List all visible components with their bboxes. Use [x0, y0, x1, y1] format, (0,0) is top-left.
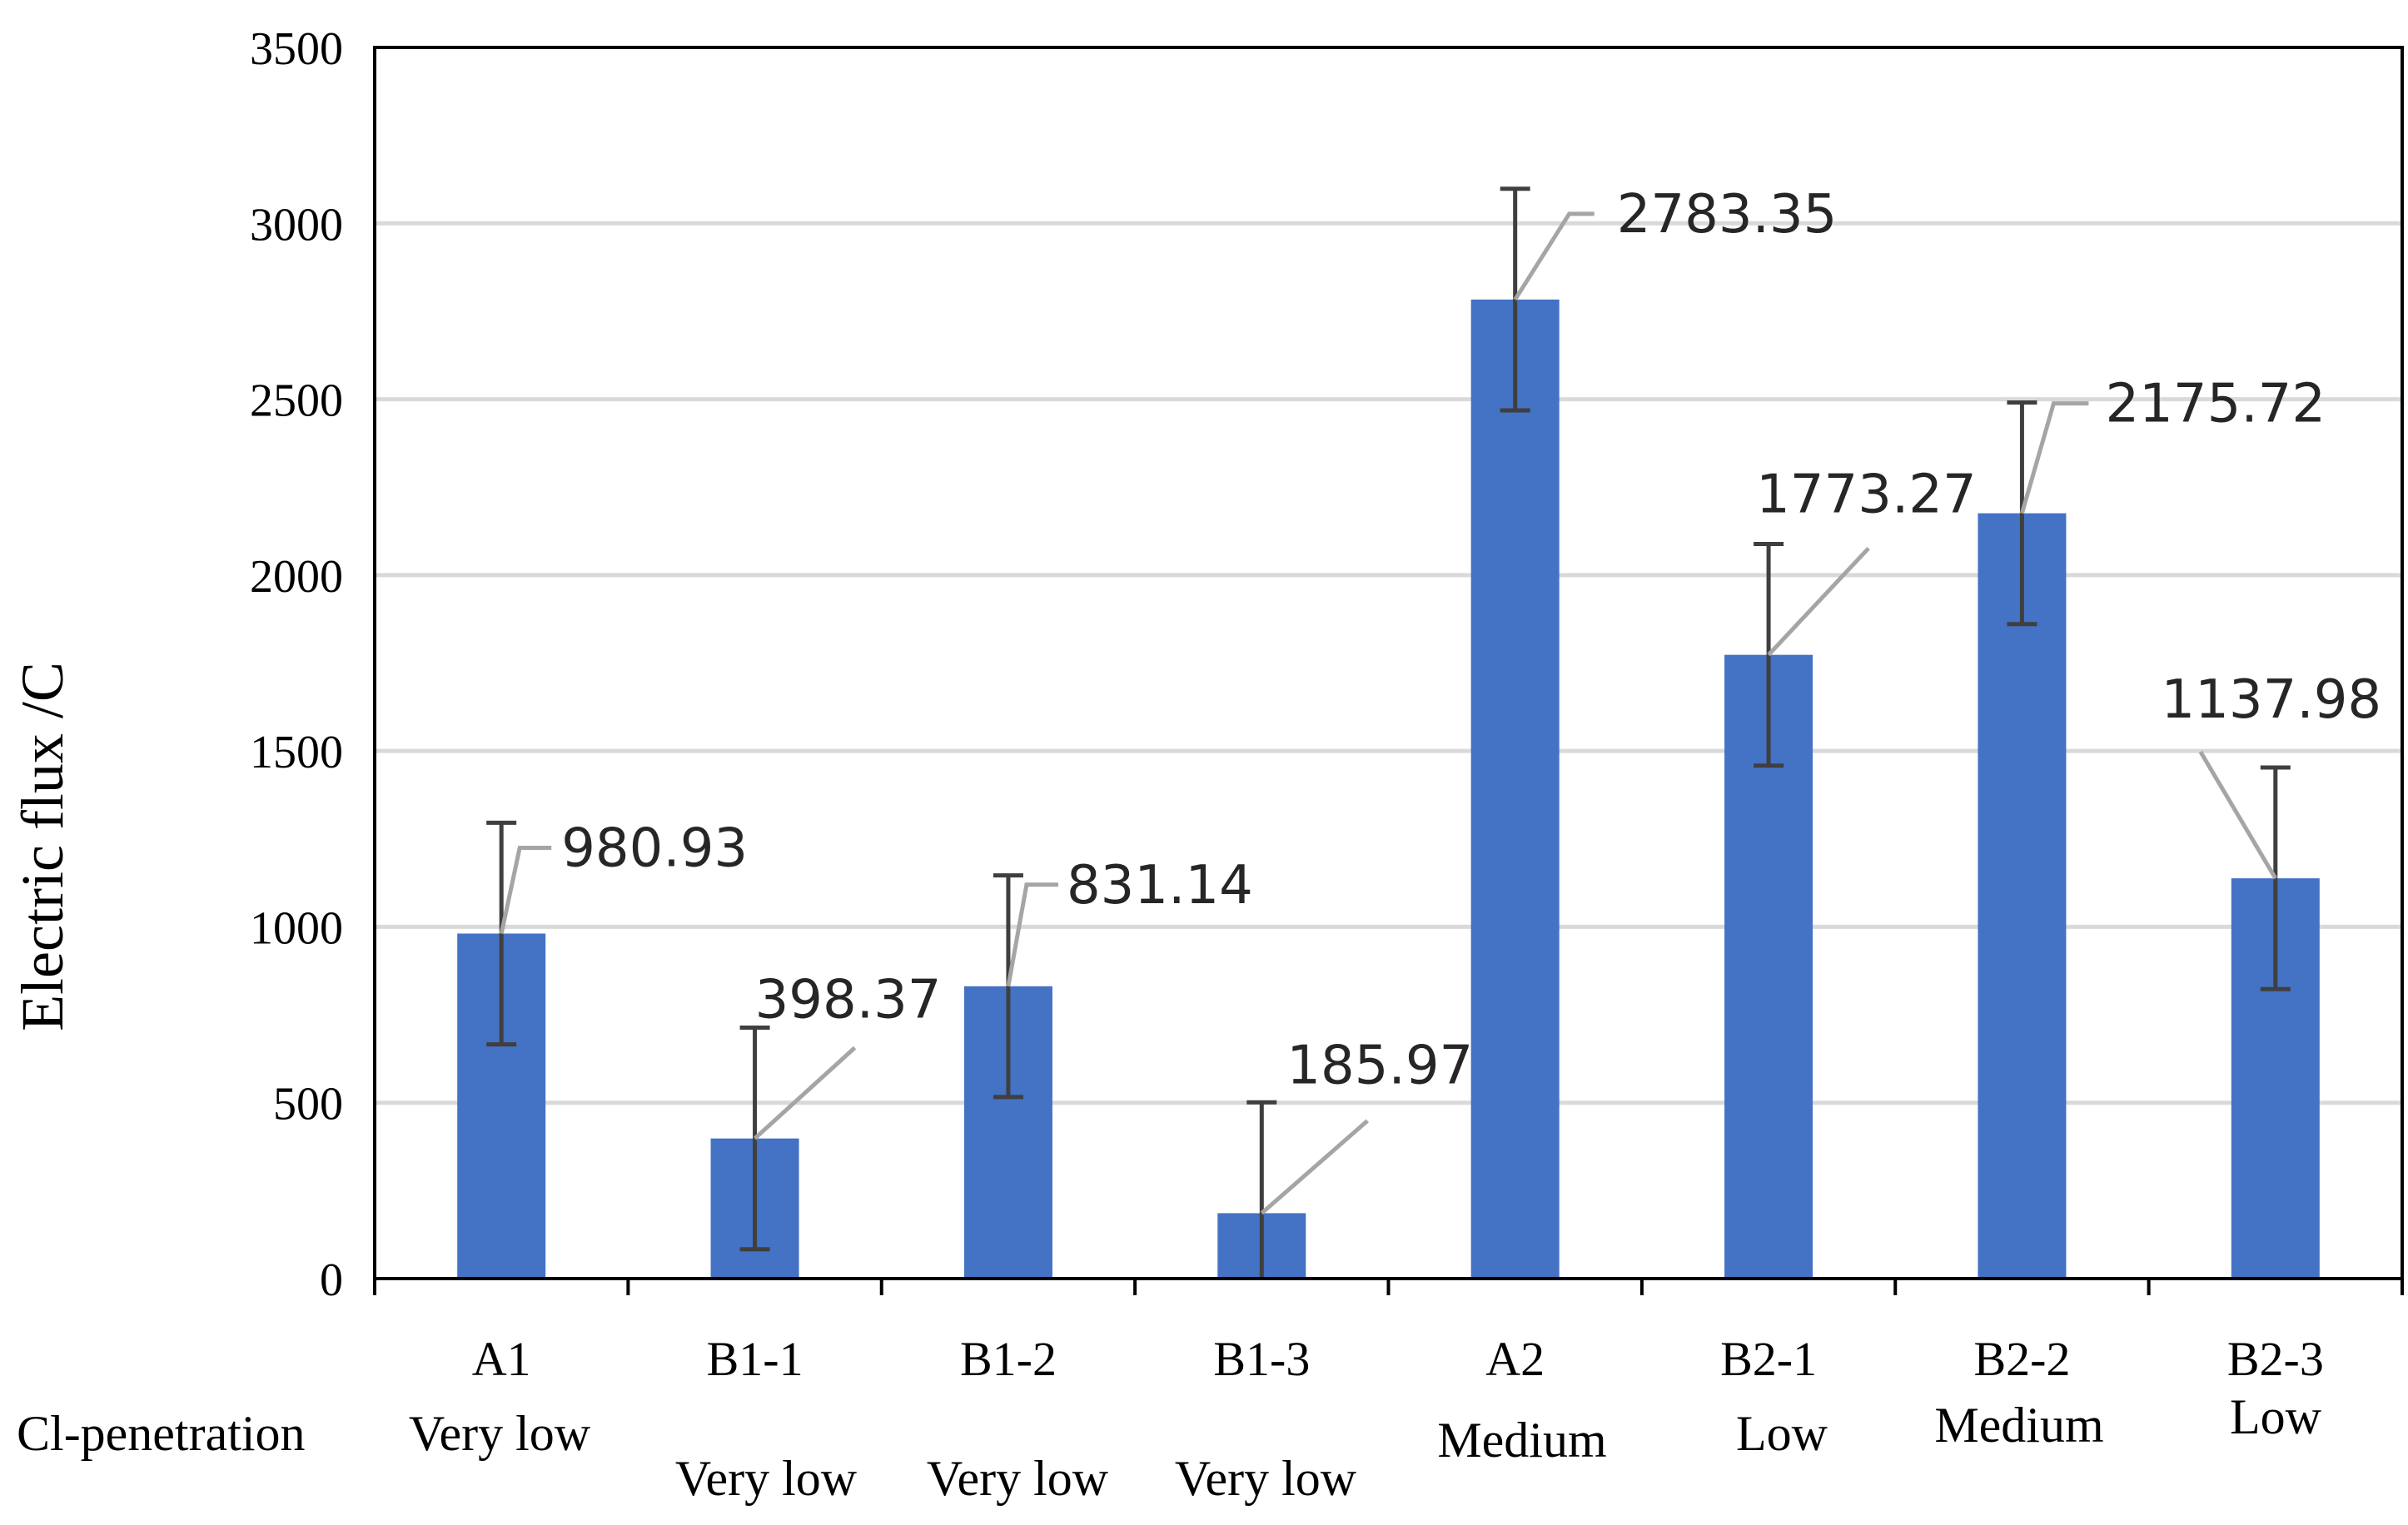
x-tick-label-B1-2: B1-2	[960, 1332, 1057, 1386]
data-label-leader-lines	[499, 211, 2277, 1215]
y-axis-label: Electric flux /C	[9, 662, 76, 1031]
x-tick-label-A1: A1	[472, 1332, 531, 1386]
penetration-label-B1-3: Very low	[1175, 1451, 1357, 1506]
penetration-label-A2: Medium	[1437, 1413, 1606, 1468]
data-label-B2-1: 1773.27	[1756, 464, 1977, 526]
leader-line-B2-2	[2020, 401, 2089, 514]
leader-line-B1-2	[1006, 882, 1058, 987]
leader-line-B2-1	[1767, 546, 1870, 657]
y-tick-label-500: 500	[273, 1079, 343, 1130]
penetration-label-B1-1: Very low	[675, 1451, 858, 1506]
leader-line-B1-1	[753, 1046, 857, 1140]
leader-line-A2	[1513, 211, 1595, 301]
penetration-label-A1: Very low	[409, 1406, 591, 1461]
gridlines	[375, 221, 2402, 1105]
y-tick-label-1500: 1500	[250, 727, 343, 778]
y-tick-label-2000: 2000	[250, 551, 343, 603]
leader-line-B2-3	[2198, 750, 2277, 880]
y-tick-label-1000: 1000	[250, 902, 343, 954]
data-label-B2-2: 2175.72	[2105, 374, 2326, 435]
y-tick-label-2500: 2500	[250, 375, 343, 427]
y-tick-label-3000: 3000	[250, 199, 343, 251]
x-tick-label-B2-2: B2-2	[1973, 1332, 2070, 1386]
data-label-B2-3: 1137.98	[2161, 669, 2381, 731]
leader-line-A1	[499, 845, 552, 935]
penetration-label-B1-2: Very low	[927, 1451, 1109, 1506]
x-tick-label-A2: A2	[1485, 1332, 1545, 1386]
data-label-B1-2: 831.14	[1067, 855, 1253, 916]
x-tick-label-B2-1: B2-1	[1720, 1332, 1817, 1386]
leader-line-B1-3	[1260, 1119, 1369, 1215]
y-tick-label-0: 0	[320, 1254, 343, 1306]
penetration-label-B2-3: Low	[2230, 1389, 2322, 1444]
penetration-labels: Very low Very low Very low Very low Medium Lo…	[409, 1389, 2322, 1506]
bar-A2	[1470, 299, 1560, 1279]
bar-B2-2	[1978, 513, 2067, 1279]
x-tick-label-B1-3: B1-3	[1213, 1332, 1310, 1386]
penetration-row-label: Cl-penetration	[17, 1406, 306, 1461]
x-tick-label-B1-1: B1-1	[707, 1332, 803, 1386]
x-tick-labels: A1 B1-1 B1-2 B1-3 A2 B2-1 B2-2 B2-3	[472, 1332, 2324, 1386]
penetration-label-B2-1: Low	[1736, 1406, 1828, 1461]
y-tick-label-3500: 3500	[250, 23, 343, 75]
x-tick-label-B2-3: B2-3	[2227, 1332, 2324, 1386]
data-label-A1: 980.93	[561, 817, 748, 879]
data-labels: 980.93 398.37 831.14 185.97 2783.35 1773.27 21…	[561, 184, 2381, 1097]
data-label-B1-3: 185.97	[1286, 1035, 1473, 1096]
bars	[457, 299, 2320, 1279]
data-label-A2: 2783.35	[1617, 184, 1838, 246]
penetration-label-B2-2: Medium	[1934, 1398, 2103, 1453]
data-label-B1-1: 398.37	[755, 970, 942, 1031]
axes	[373, 46, 2404, 1295]
y-tick-labels: 0 500 1000 1500 2000 2500 3000 3500	[250, 23, 343, 1306]
